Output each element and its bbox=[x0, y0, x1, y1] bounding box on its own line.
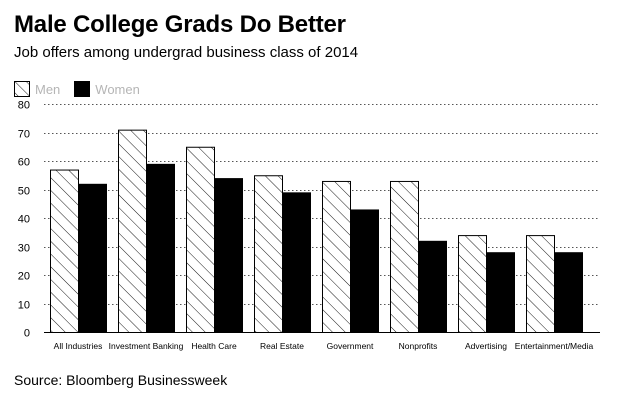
y-axis-ticks: 0 10 20 30 40 50 60 70 80 bbox=[18, 100, 30, 340]
legend-item-women: Women bbox=[74, 81, 140, 97]
bar-women bbox=[486, 252, 515, 333]
legend-item-men: Men bbox=[14, 81, 60, 97]
bar-men bbox=[526, 235, 555, 334]
bar-men bbox=[186, 146, 215, 333]
x-tick-label: Entertainment/Media bbox=[515, 341, 594, 351]
bar-women bbox=[282, 192, 311, 333]
y-tick-label: 10 bbox=[18, 300, 30, 312]
bar-women bbox=[78, 183, 107, 333]
bar-men bbox=[322, 180, 351, 333]
x-tick-label: Health Care bbox=[191, 341, 237, 351]
y-tick-label: 40 bbox=[18, 214, 30, 226]
x-tick-label: Nonprofits bbox=[399, 341, 438, 351]
x-axis-ticks: All Industries Investment Banking Health C… bbox=[54, 341, 594, 351]
legend-swatch-men bbox=[14, 81, 30, 97]
bar-women bbox=[418, 240, 447, 333]
x-tick-label: Advertising bbox=[465, 341, 507, 351]
bar-men bbox=[118, 129, 147, 333]
y-tick-label: 20 bbox=[18, 271, 30, 283]
bar-women bbox=[214, 178, 243, 333]
bar-men bbox=[50, 169, 79, 333]
legend-label-women: Women bbox=[95, 81, 140, 97]
bar-men bbox=[458, 235, 487, 334]
x-tick-label: Investment Banking bbox=[109, 341, 184, 351]
bar-men bbox=[254, 175, 283, 333]
y-tick-label: 80 bbox=[18, 100, 30, 112]
bar-women bbox=[554, 252, 583, 333]
x-tick-label: All Industries bbox=[54, 341, 103, 351]
bar-men bbox=[390, 180, 419, 333]
y-tick-label: 0 bbox=[24, 328, 30, 340]
y-tick-label: 50 bbox=[18, 186, 30, 198]
bars bbox=[50, 129, 583, 334]
y-tick-label: 60 bbox=[18, 157, 30, 169]
legend-label-men: Men bbox=[35, 81, 61, 97]
x-tick-label: Government bbox=[327, 341, 374, 351]
legend-swatch-women bbox=[74, 81, 91, 97]
bar-women bbox=[350, 209, 379, 333]
bar-women bbox=[146, 163, 175, 333]
chart-subtitle: Job offers among undergrad business clas… bbox=[14, 44, 359, 61]
y-tick-label: 30 bbox=[18, 243, 30, 255]
chart-title: Male College Grads Do Better bbox=[14, 11, 346, 38]
source-note: Source: Bloomberg Businessweek bbox=[14, 372, 228, 388]
legend: Men Women bbox=[14, 80, 154, 98]
y-tick-label: 70 bbox=[18, 129, 30, 141]
x-tick-label: Real Estate bbox=[260, 341, 304, 351]
